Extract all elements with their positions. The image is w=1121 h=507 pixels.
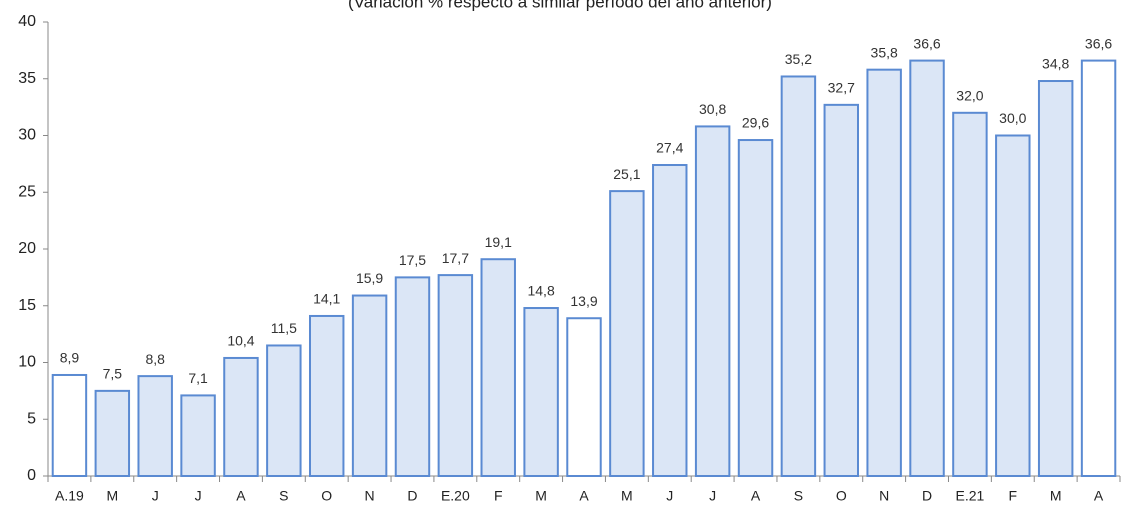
bar bbox=[137, 375, 173, 477]
x-tick-label: A bbox=[751, 488, 761, 504]
x-tick-label: A bbox=[579, 488, 589, 504]
value-label: 7,5 bbox=[103, 366, 123, 382]
value-label: 35,8 bbox=[871, 44, 898, 60]
x-tick-label: N bbox=[879, 488, 889, 504]
x-tick-label: N bbox=[365, 488, 375, 504]
x-tick-label: F bbox=[1009, 488, 1018, 504]
bar bbox=[351, 294, 388, 477]
bar bbox=[1037, 80, 1074, 478]
bar bbox=[437, 274, 474, 478]
bar bbox=[94, 389, 131, 477]
x-tick-label: M bbox=[1050, 488, 1062, 504]
x-tick-label: A bbox=[1094, 488, 1104, 504]
value-label: 19,1 bbox=[485, 234, 512, 250]
value-label: 10,4 bbox=[227, 333, 254, 349]
y-tick-label: 20 bbox=[18, 240, 36, 257]
bar bbox=[308, 314, 345, 477]
y-tick-label: 30 bbox=[18, 127, 36, 144]
x-tick-label: M bbox=[535, 488, 547, 504]
x-tick-label: S bbox=[794, 488, 803, 504]
bar bbox=[909, 59, 945, 478]
bar bbox=[694, 125, 731, 477]
x-tick-label: O bbox=[836, 488, 847, 504]
bar bbox=[866, 68, 902, 477]
bar bbox=[1080, 59, 1117, 478]
value-label: 11,5 bbox=[271, 320, 297, 336]
y-tick-label: 25 bbox=[18, 183, 36, 200]
bar bbox=[780, 75, 817, 477]
x-tick-label: E.21 bbox=[956, 488, 985, 504]
x-tick-label: O bbox=[321, 488, 332, 504]
bar bbox=[737, 139, 774, 477]
x-tick-label: D bbox=[407, 488, 417, 504]
value-label: 17,5 bbox=[399, 252, 426, 268]
value-label: 32,7 bbox=[828, 80, 855, 96]
x-tick-label: M bbox=[106, 488, 118, 504]
x-tick-label: J bbox=[152, 488, 159, 504]
x-tick-label: A.19 bbox=[55, 488, 84, 504]
bar bbox=[995, 134, 1031, 477]
value-label: 36,6 bbox=[1085, 35, 1112, 51]
value-label: 30,0 bbox=[999, 110, 1026, 126]
bar bbox=[609, 190, 645, 478]
value-label: 36,6 bbox=[913, 35, 940, 51]
bar bbox=[952, 111, 988, 478]
x-tick-label: J bbox=[666, 488, 673, 504]
value-label: 32,0 bbox=[956, 88, 983, 104]
value-label: 8,8 bbox=[145, 351, 165, 367]
bar bbox=[266, 344, 302, 477]
value-label: 34,8 bbox=[1042, 56, 1069, 72]
chart-subtitle: (Variación % respecto a similar período … bbox=[348, 0, 772, 11]
value-label: 14,8 bbox=[527, 283, 554, 299]
value-label: 29,6 bbox=[742, 115, 769, 131]
y-tick-label: 40 bbox=[18, 13, 36, 30]
value-label: 15,9 bbox=[356, 270, 383, 286]
bar bbox=[394, 276, 431, 477]
bar bbox=[566, 317, 602, 477]
bar bbox=[180, 394, 216, 478]
bar bbox=[523, 307, 559, 477]
bar bbox=[480, 258, 516, 477]
bar bbox=[223, 356, 259, 477]
value-label: 13,9 bbox=[570, 293, 597, 309]
x-tick-label: J bbox=[709, 488, 716, 504]
value-label: 17,7 bbox=[442, 250, 469, 266]
value-label: 8,9 bbox=[60, 350, 80, 366]
value-label: 14,1 bbox=[313, 291, 340, 307]
x-tick-label: F bbox=[494, 488, 503, 504]
value-label: 27,4 bbox=[656, 140, 683, 156]
x-tick-label: S bbox=[279, 488, 288, 504]
x-tick-label: M bbox=[621, 488, 633, 504]
x-tick-label: J bbox=[195, 488, 202, 504]
bar bbox=[51, 373, 88, 477]
y-tick-label: 15 bbox=[18, 297, 36, 314]
value-label: 30,8 bbox=[699, 101, 726, 117]
value-label: 35,2 bbox=[785, 51, 812, 67]
x-tick-label: E.20 bbox=[441, 488, 470, 504]
x-tick-label: D bbox=[922, 488, 932, 504]
value-label: 7,1 bbox=[188, 370, 208, 386]
y-tick-label: 35 bbox=[18, 70, 36, 87]
y-tick-label: 0 bbox=[27, 467, 36, 484]
y-tick-label: 10 bbox=[18, 354, 36, 371]
bar bbox=[823, 103, 860, 477]
bar bbox=[652, 164, 688, 477]
value-label: 25,1 bbox=[613, 166, 640, 182]
x-tick-label: A bbox=[236, 488, 246, 504]
y-tick-label: 5 bbox=[27, 410, 36, 427]
